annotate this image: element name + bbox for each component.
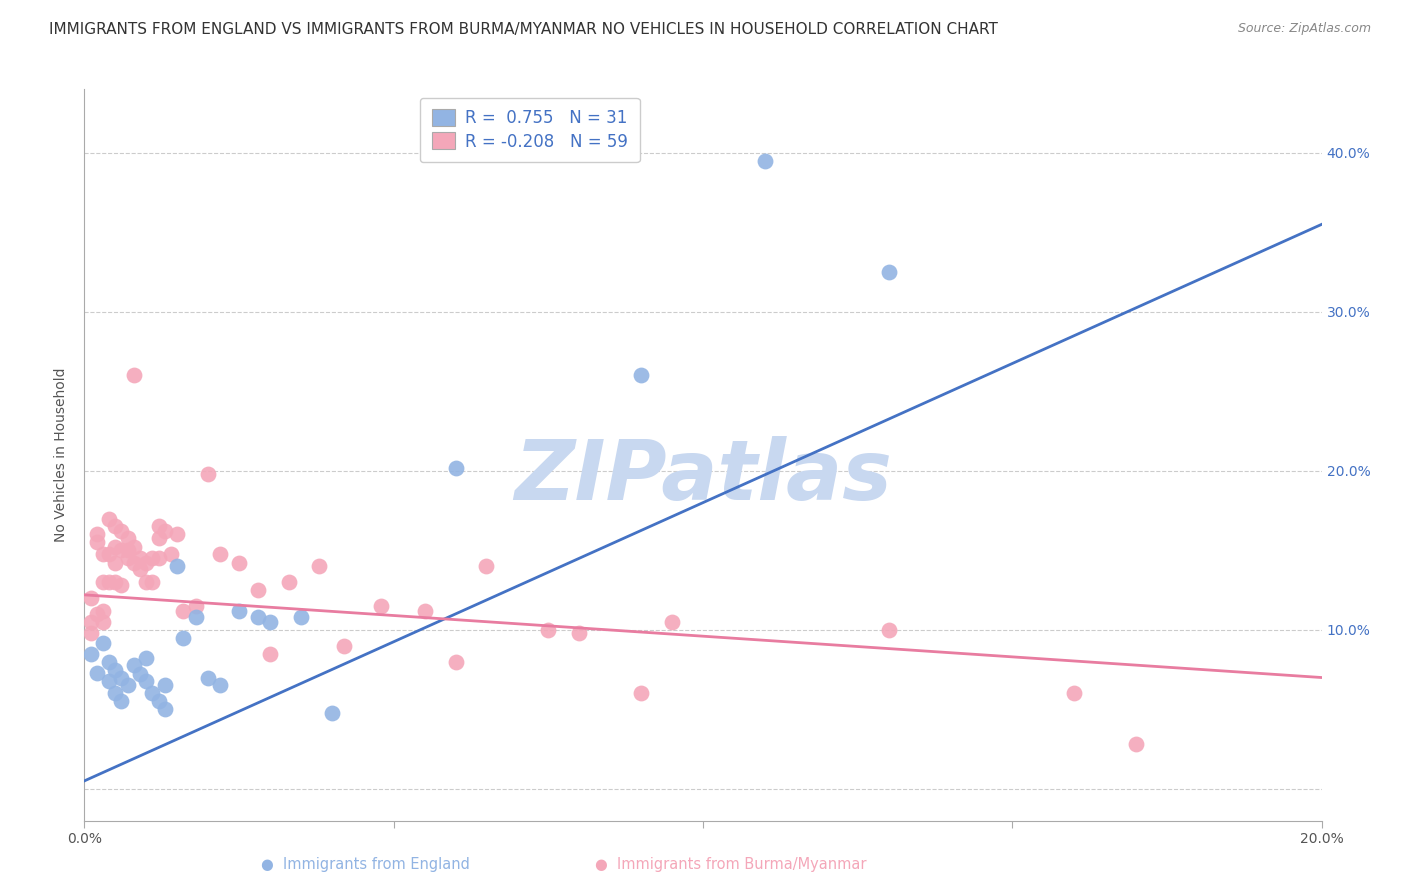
Text: Source: ZipAtlas.com: Source: ZipAtlas.com: [1237, 22, 1371, 36]
Point: [117, 551, 139, 566]
Point: [129, 562, 152, 576]
Point: [197, 671, 219, 685]
Text: ●  Immigrants from England: ● Immigrants from England: [262, 857, 470, 872]
Point: [148, 531, 170, 545]
Point: [184, 599, 207, 613]
Point: [413, 604, 436, 618]
Point: [877, 623, 900, 637]
Point: [98, 655, 121, 669]
Point: [166, 559, 188, 574]
Point: [321, 706, 343, 720]
Point: [98, 511, 121, 525]
Point: [228, 556, 250, 570]
Point: [86, 665, 108, 680]
Point: [259, 615, 281, 629]
Point: [568, 626, 591, 640]
Legend: R =  0.755   N = 31, R = -0.208   N = 59: R = 0.755 N = 31, R = -0.208 N = 59: [420, 97, 640, 162]
Point: [91, 635, 114, 649]
Point: [444, 460, 467, 475]
Point: [86, 527, 108, 541]
Point: [79, 647, 101, 661]
Point: [110, 543, 132, 558]
Point: [630, 368, 652, 383]
Point: [86, 607, 108, 621]
Point: [475, 559, 498, 574]
Point: [160, 547, 183, 561]
Point: [153, 524, 176, 539]
Point: [877, 265, 900, 279]
Point: [172, 604, 194, 618]
Point: [166, 527, 188, 541]
Point: [228, 604, 250, 618]
Text: ●  Immigrants from Burma/Myanmar: ● Immigrants from Burma/Myanmar: [595, 857, 868, 872]
Point: [117, 531, 139, 545]
Text: ZIPatlas: ZIPatlas: [515, 436, 891, 517]
Point: [290, 610, 312, 624]
Point: [104, 556, 127, 570]
Point: [117, 543, 139, 558]
Point: [79, 591, 101, 605]
Point: [98, 575, 121, 590]
Point: [277, 575, 299, 590]
Point: [1125, 737, 1147, 751]
Point: [209, 678, 232, 692]
Point: [141, 686, 163, 700]
Point: [129, 551, 152, 566]
Point: [110, 671, 132, 685]
Point: [117, 678, 139, 692]
Point: [148, 519, 170, 533]
Point: [141, 551, 163, 566]
Point: [308, 559, 330, 574]
Point: [246, 610, 269, 624]
Point: [259, 647, 281, 661]
Point: [104, 686, 127, 700]
Point: [110, 578, 132, 592]
Point: [153, 702, 176, 716]
Point: [91, 615, 114, 629]
Point: [104, 663, 127, 677]
Point: [246, 583, 269, 598]
Point: [153, 678, 176, 692]
Point: [110, 694, 132, 708]
Point: [91, 604, 114, 618]
Point: [135, 651, 157, 665]
Point: [209, 547, 232, 561]
Point: [148, 551, 170, 566]
Point: [148, 694, 170, 708]
Point: [184, 610, 207, 624]
Point: [98, 673, 121, 688]
Point: [122, 556, 145, 570]
Y-axis label: No Vehicles in Household: No Vehicles in Household: [55, 368, 69, 542]
Point: [370, 599, 392, 613]
Point: [1063, 686, 1085, 700]
Point: [98, 547, 121, 561]
Point: [104, 519, 127, 533]
Point: [122, 657, 145, 672]
Point: [172, 631, 194, 645]
Point: [197, 467, 219, 481]
Point: [135, 673, 157, 688]
Point: [79, 626, 101, 640]
Point: [444, 655, 467, 669]
Point: [537, 623, 560, 637]
Point: [104, 540, 127, 554]
Point: [630, 686, 652, 700]
Point: [122, 368, 145, 383]
Point: [135, 556, 157, 570]
Point: [79, 615, 101, 629]
Point: [110, 524, 132, 539]
Point: [104, 575, 127, 590]
Point: [129, 667, 152, 681]
Point: [333, 639, 356, 653]
Point: [122, 540, 145, 554]
Point: [661, 615, 683, 629]
Point: [86, 535, 108, 549]
Point: [754, 153, 776, 168]
Point: [135, 575, 157, 590]
Point: [91, 575, 114, 590]
Text: IMMIGRANTS FROM ENGLAND VS IMMIGRANTS FROM BURMA/MYANMAR NO VEHICLES IN HOUSEHOL: IMMIGRANTS FROM ENGLAND VS IMMIGRANTS FR…: [49, 22, 998, 37]
Point: [141, 575, 163, 590]
Point: [91, 547, 114, 561]
